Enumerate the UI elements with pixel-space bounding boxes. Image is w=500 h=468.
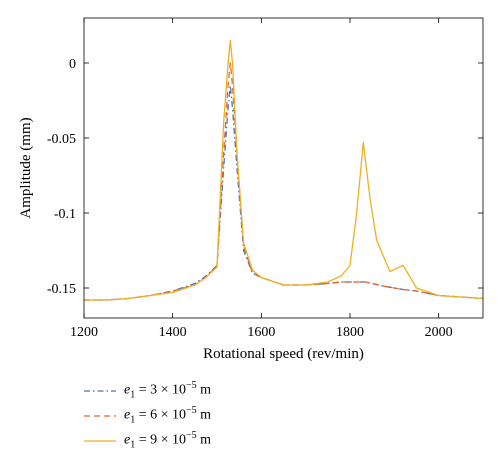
chart-legend: e1 = 3 × 10−5 m e1 = 6 × 10−5 m e1 = 9 × 1…: [84, 378, 211, 453]
legend-swatch: [84, 410, 116, 422]
legend-item-3: e1 = 9 × 10−5 m: [84, 428, 211, 453]
x-tick-label: 1200: [70, 325, 98, 340]
axes-layer: [83, 17, 484, 319]
legend-swatch: [84, 435, 116, 447]
series-line-1: [84, 84, 484, 301]
series-layer: [84, 39, 484, 301]
y-tick-label: -0.1: [54, 207, 76, 222]
legend-label: e1 = 3 × 10−5 m: [124, 380, 212, 401]
y-tick-label: -0.15: [47, 282, 76, 297]
x-axis-title: Rotational speed (rev/min): [203, 346, 364, 362]
series-line-2: [84, 62, 484, 301]
y-axis-title: Amplitude (mm): [18, 117, 34, 218]
x-tick-label: 2000: [425, 325, 453, 340]
series-line-3: [84, 39, 484, 301]
legend-swatch: [84, 385, 116, 397]
ticks-layer: 1200 1400 1600 1800 2000 0 -0.05 -0.1 -0.15: [47, 18, 483, 340]
y-tick-label: 0: [69, 57, 76, 72]
legend-label: e1 = 9 × 10−5 m: [124, 430, 212, 451]
plot-frame: [83, 17, 484, 319]
x-tick-label: 1400: [159, 325, 187, 340]
legend-item-2: e1 = 6 × 10−5 m: [84, 403, 211, 428]
legend-label: e1 = 6 × 10−5 m: [124, 405, 212, 426]
x-tick-label: 1600: [247, 325, 275, 340]
x-tick-label: 1800: [336, 325, 364, 340]
y-tick-label: -0.05: [47, 132, 76, 147]
legend-item-1: e1 = 3 × 10−5 m: [84, 378, 211, 403]
